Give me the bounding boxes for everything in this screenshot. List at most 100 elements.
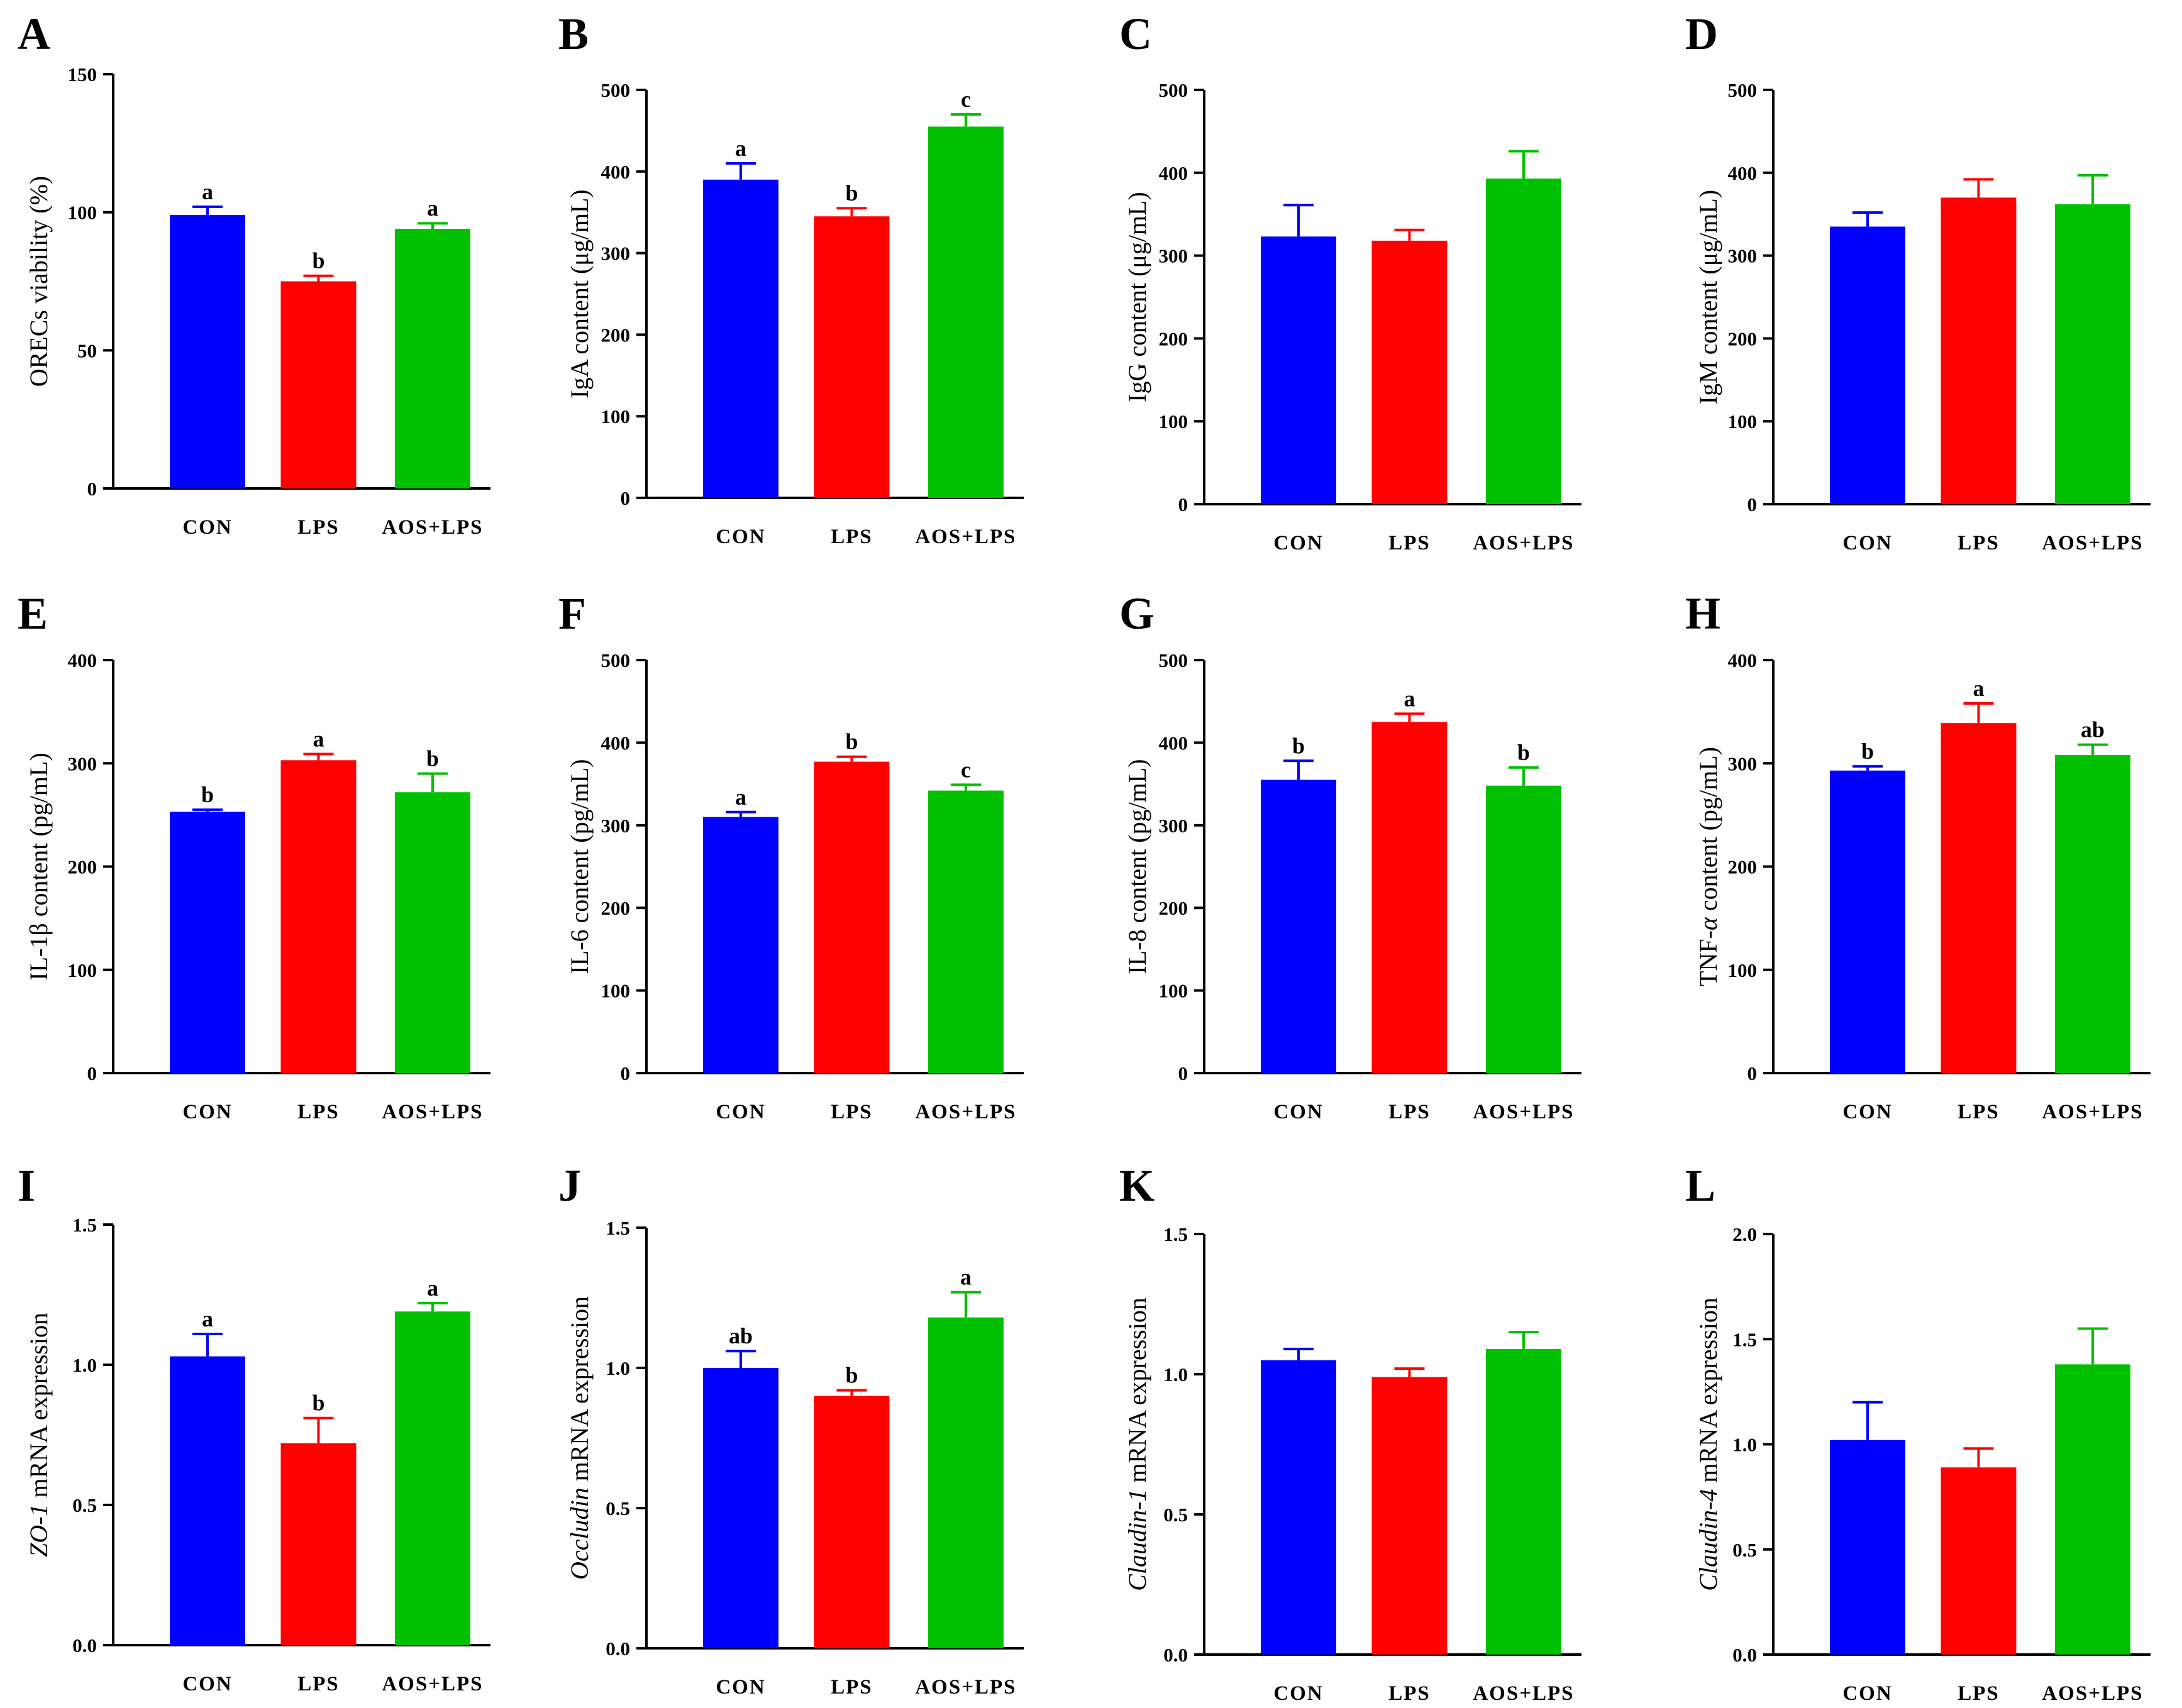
panel-h: H 0 100 200 300 400 TNF-α content (pg/mL) b CON a… (1685, 588, 2151, 1123)
bar-lps (1941, 723, 2017, 1073)
x-tick-label: AOS+LPS (1473, 532, 1574, 554)
y-tick-label: 200 (1728, 328, 1758, 350)
y-tick-label: 400 (1728, 649, 1758, 671)
x-tick-label: LPS (297, 516, 340, 539)
bar-aos-lps (394, 229, 470, 488)
panel-e: E 0 100 200 300 400 IL-1β content (pg/mL) b CON a… (18, 588, 490, 1123)
panel-letter: B (558, 9, 589, 59)
x-tick-label: LPS (297, 1673, 340, 1695)
bar-lps (280, 1443, 357, 1645)
y-axis-label-part: mRNA expression (565, 1296, 594, 1487)
y-tick-label: 100 (1159, 980, 1188, 1002)
bar-con (703, 1368, 778, 1648)
x-tick-label: CON (716, 526, 765, 548)
bar-aos-lps (928, 1317, 1004, 1648)
bar-aos-lps (2054, 204, 2130, 504)
y-axis-label-part: content (pg/mL) (1694, 747, 1722, 917)
y-axis-label: ORECs viability (%) (25, 176, 53, 387)
x-tick-label: LPS (297, 1101, 340, 1123)
y-tick-label: 1.0 (1163, 1364, 1188, 1386)
y-tick-label: 100 (601, 980, 631, 1002)
y-tick-label: 100 (1159, 410, 1188, 433)
y-tick-label: 0.5 (1163, 1504, 1188, 1526)
panel-letter: K (1119, 1160, 1155, 1211)
bar-lps (1371, 722, 1448, 1073)
x-tick-label: CON (716, 1676, 765, 1699)
x-tick-label: LPS (1958, 1682, 2000, 1705)
y-axis-label-part: IgM content (μg/mL) (1694, 190, 1722, 404)
x-tick-label: AOS+LPS (382, 1673, 483, 1695)
bar-aos-lps (1485, 1348, 1561, 1655)
y-tick-label: 500 (1159, 79, 1188, 101)
x-tick-label: AOS+LPS (915, 1676, 1016, 1699)
y-tick-label: 0.0 (1163, 1644, 1188, 1666)
significance-label: a (427, 196, 438, 221)
bar-aos-lps (2054, 1364, 2130, 1655)
y-tick-label: 0 (1747, 1062, 1758, 1084)
y-axis-label-part: mRNA expression (1123, 1298, 1151, 1489)
significance-label: a (202, 1306, 213, 1331)
y-axis-label: IgA content (μg/mL) (565, 189, 594, 398)
y-axis-label: TNF-α content (pg/mL) (1694, 747, 1722, 986)
panel-a: A 0 50 100 150 ORECs viability (%) a CON b LPS a AO… (18, 9, 490, 539)
panel-letter: C (1119, 9, 1152, 59)
panel-letter: H (1685, 588, 1720, 639)
x-tick-label: CON (716, 1101, 765, 1123)
y-tick-label: 200 (601, 897, 631, 919)
y-axis-label: Claudin-4 mRNA expression (1694, 1298, 1722, 1591)
significance-label: a (427, 1275, 438, 1301)
y-axis-label-part: IgG content (μg/mL) (1123, 192, 1151, 402)
panel-i: I 0.0 0.5 1.0 1.5 ZO-1 mRNA expression a CON b LP… (18, 1160, 490, 1695)
y-tick-label: 0.0 (72, 1634, 97, 1656)
y-tick-label: 300 (1159, 245, 1188, 267)
significance-label: b (845, 180, 858, 206)
bar-con (1830, 770, 1905, 1073)
bar-aos-lps (394, 1311, 470, 1645)
x-tick-label: CON (1273, 532, 1323, 554)
bar-lps (280, 760, 357, 1073)
bar-con (703, 817, 778, 1073)
significance-label: b (312, 1391, 324, 1416)
bar-con (1261, 780, 1336, 1073)
x-tick-label: LPS (1388, 1101, 1431, 1123)
y-axis-label: Claudin-1 mRNA expression (1123, 1298, 1151, 1591)
y-axis-label-part: IL-6 content (pg/mL) (565, 759, 594, 974)
y-tick-label: 400 (601, 161, 631, 183)
panel-letter: L (1685, 1160, 1715, 1211)
y-tick-label: 0 (1178, 1062, 1188, 1084)
bar-lps (1941, 1467, 2017, 1655)
bar-con (1261, 236, 1336, 504)
y-axis-label: IgM content (μg/mL) (1694, 190, 1722, 404)
y-tick-label: 500 (601, 79, 631, 101)
x-tick-label: AOS+LPS (382, 516, 483, 539)
y-tick-label: 1.0 (606, 1357, 630, 1379)
y-tick-label: 1.5 (606, 1217, 630, 1239)
y-tick-label: 100 (1728, 410, 1758, 433)
significance-label: b (1861, 739, 1874, 764)
y-tick-label: 100 (68, 202, 97, 224)
significance-label: a (1404, 686, 1415, 711)
x-tick-label: LPS (831, 1676, 873, 1699)
y-tick-label: 0 (1178, 493, 1188, 515)
significance-label: b (312, 248, 324, 273)
y-tick-label: 500 (1728, 79, 1758, 101)
y-tick-label: 300 (1728, 752, 1758, 774)
x-tick-label: CON (182, 1673, 232, 1695)
panel-c: C 0 100 200 300 400 500 IgG content (μg/mL) CON L… (1119, 9, 1581, 554)
significance-label: b (201, 782, 214, 807)
x-tick-label: CON (182, 516, 232, 539)
x-tick-label: CON (1273, 1682, 1323, 1705)
panel-letter: F (558, 588, 586, 639)
y-axis-label: IL-6 content (pg/mL) (565, 759, 594, 974)
y-tick-label: 400 (601, 732, 631, 754)
y-axis-label-part: ZO-1 (25, 1504, 53, 1556)
bar-con (170, 215, 245, 488)
x-tick-label: AOS+LPS (2042, 1101, 2143, 1123)
bar-con (1261, 1360, 1336, 1655)
panel-g: G 0 100 200 300 400 500 IL-8 content (pg/mL) b CO… (1119, 588, 1581, 1123)
bar-aos-lps (928, 790, 1004, 1073)
y-tick-label: 1.5 (1163, 1223, 1188, 1245)
panel-f: F 0 100 200 300 400 500 IL-6 content (pg/mL) a CO… (558, 588, 1024, 1123)
panel-d: D 0 100 200 300 400 500 IgM content (μg/mL) CON L… (1685, 9, 2151, 554)
